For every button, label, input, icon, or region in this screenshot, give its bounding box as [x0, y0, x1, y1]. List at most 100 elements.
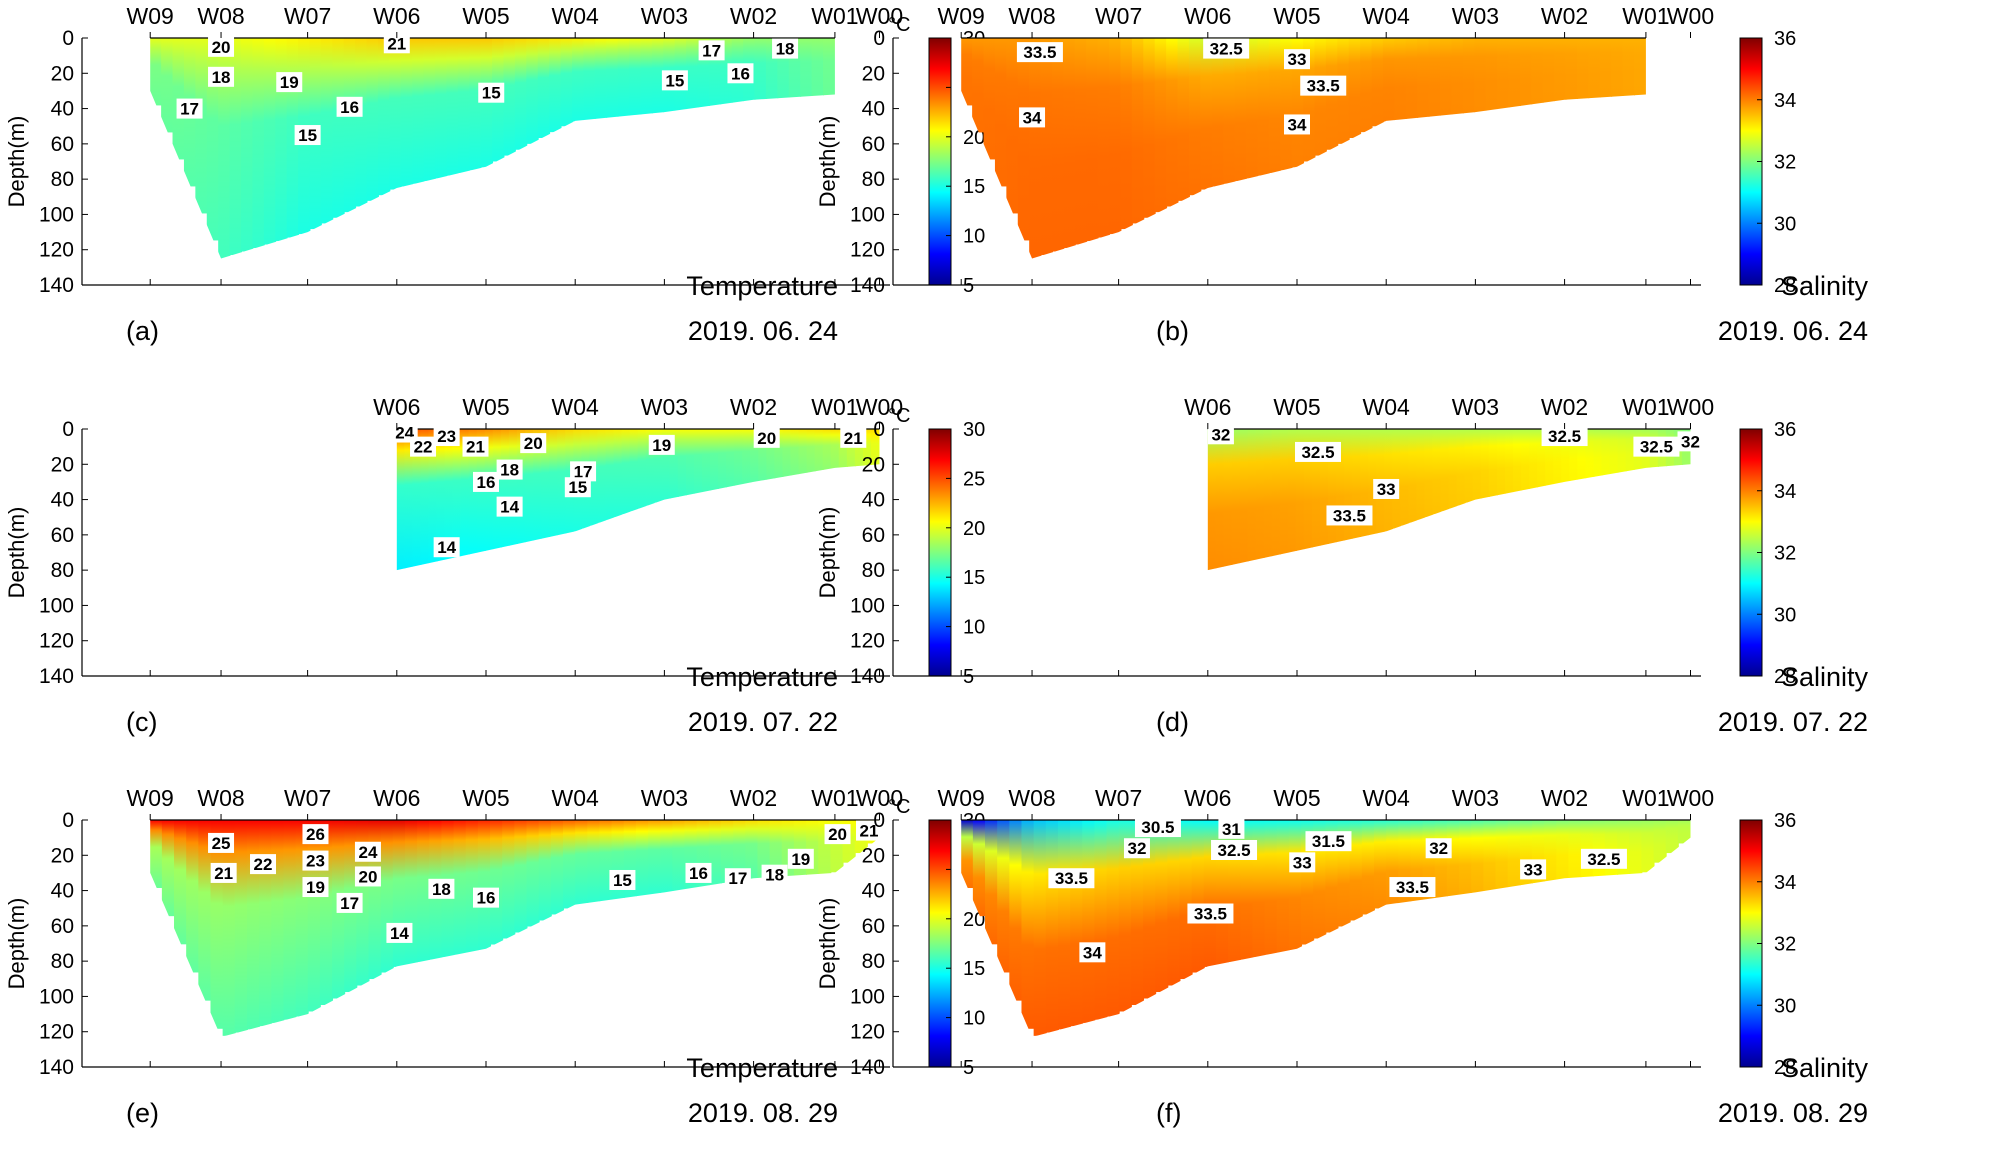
- y-tick-label: 60: [862, 133, 885, 156]
- svg-text:32.5: 32.5: [1301, 443, 1334, 462]
- contour-label: 23: [433, 426, 460, 447]
- contour-label: 33.5: [1016, 42, 1063, 63]
- station-label: W02: [730, 785, 777, 811]
- panel-d: 32 32.5 32.5 32.5 32 33 33.5 0 20 40 60 80 100 120 14…: [815, 394, 1868, 737]
- station-label: W04: [1363, 3, 1411, 29]
- station-label: W04: [1363, 785, 1411, 811]
- y-tick-label: 140: [39, 1056, 74, 1079]
- station-label: W03: [1452, 394, 1499, 420]
- y-tick-label: 100: [850, 203, 885, 226]
- y-tick-label: 20: [51, 62, 74, 85]
- colorbar-tick-label: 30: [963, 419, 985, 441]
- panel-e-date-label: 2019. 08. 29: [688, 1098, 838, 1128]
- y-tick-label: 20: [862, 844, 885, 867]
- svg-text:20: 20: [358, 867, 377, 886]
- svg-text:30.5: 30.5: [1141, 818, 1174, 837]
- contour-label: 19: [276, 72, 303, 93]
- y-axis-label: Depth(m): [815, 116, 840, 208]
- station-label: W02: [1541, 394, 1588, 420]
- svg-text:14: 14: [500, 498, 519, 517]
- contour-label: 17: [336, 892, 363, 913]
- panel-d-field: [1207, 428, 1691, 571]
- svg-text:26: 26: [306, 825, 325, 844]
- panel-d-axes: 0 20 40 60 80 100 120 140 Depth(m) W06 W05 W04 W03 W0…: [815, 394, 1796, 688]
- station-label: W06: [373, 785, 420, 811]
- contour-label: 24: [354, 841, 381, 862]
- contour-label: 34: [1079, 942, 1106, 963]
- y-tick-label: 40: [862, 98, 885, 121]
- station-label: W08: [1008, 3, 1055, 29]
- panel-e-colorbar-unit: °C: [888, 796, 910, 818]
- panel-b-axes: 0 20 40 60 80 100 120 140 Depth(m) W09 W08 W07 W06 W0…: [815, 3, 1796, 297]
- colorbar-tick-label: 28: [1774, 666, 1796, 688]
- contour-label: 33.5: [1389, 877, 1436, 898]
- y-tick-label: 80: [51, 950, 74, 973]
- contour-label: 18: [761, 864, 788, 885]
- panel-a-variable-label: Temperature: [686, 271, 838, 301]
- station-label: W08: [1008, 785, 1055, 811]
- colorbar-tick-label: 10: [963, 1008, 985, 1030]
- y-axis-label: Depth(m): [815, 507, 840, 599]
- y-tick-label: 100: [39, 203, 74, 226]
- svg-text:17: 17: [702, 41, 721, 60]
- svg-text:15: 15: [665, 71, 684, 90]
- contour-label: 22: [250, 854, 277, 875]
- station-label: W03: [641, 785, 688, 811]
- svg-text:33.5: 33.5: [1023, 43, 1056, 62]
- panel-c-variable-label: Temperature: [686, 662, 838, 692]
- colorbar-tick-label: 32: [1774, 543, 1796, 565]
- svg-text:33: 33: [1524, 860, 1543, 879]
- station-label: W05: [462, 3, 509, 29]
- svg-text:25: 25: [212, 834, 231, 853]
- colorbar-tick-label: 34: [1774, 481, 1796, 503]
- colorbar-tick-label: 36: [1774, 419, 1796, 441]
- station-label: W04: [1363, 394, 1411, 420]
- panel-a-field: [150, 37, 835, 259]
- contour-label: 32: [1207, 424, 1234, 445]
- panel-d-contour-labels: 32 32.5 32.5 32.5 32 33 33.5: [1207, 424, 1704, 526]
- svg-text:32: 32: [1211, 425, 1230, 444]
- station-label: W07: [284, 3, 331, 29]
- panel-e-field: [150, 819, 880, 1036]
- colorbar-tick-label: 32: [1774, 934, 1796, 956]
- contour-label: 23: [302, 850, 329, 871]
- station-label: W09: [938, 785, 985, 811]
- colorbar-tick-label: 34: [1774, 872, 1796, 894]
- panel-b-field: [961, 37, 1646, 259]
- station-label: W02: [730, 3, 777, 29]
- panel-f-panel-tag: (f): [1156, 1098, 1181, 1128]
- contour-label: 15: [609, 869, 636, 890]
- contour-label: 33.5: [1187, 903, 1234, 924]
- contour-label: 17: [176, 98, 203, 119]
- colorbar-tick-label: 20: [963, 518, 985, 540]
- y-tick-label: 40: [51, 880, 74, 903]
- panel-e: 25 26 24 22 23 21 20 19 18 17 16 15 16 17 18 19 20 21 14 0…: [4, 785, 985, 1128]
- contour-label: 17: [570, 461, 597, 482]
- y-tick-label: 60: [862, 524, 885, 547]
- contour-label: 21: [856, 820, 883, 841]
- y-tick-label: 40: [862, 489, 885, 512]
- svg-text:20: 20: [828, 825, 847, 844]
- station-label: W06: [1184, 785, 1231, 811]
- svg-text:17: 17: [340, 894, 359, 913]
- contour-label: 32.5: [1580, 848, 1627, 869]
- colorbar: [928, 428, 952, 677]
- station-label: W04: [552, 785, 600, 811]
- contour-label: 32: [1677, 431, 1704, 452]
- contour-label: 32: [1425, 838, 1452, 859]
- panel-a-contour-labels: 20 21 17 18 18 19 17 16 15 15 16 15: [176, 33, 799, 145]
- colorbar-tick-label: 28: [1774, 1057, 1796, 1079]
- contour-label: 20: [354, 866, 381, 887]
- panel-b-date-label: 2019. 06. 24: [1718, 316, 1868, 346]
- contour-label: 22: [410, 436, 437, 457]
- station-label: W04: [552, 3, 600, 29]
- contour-label: 32: [1123, 838, 1150, 859]
- contour-label: 33.5: [1048, 868, 1095, 889]
- y-tick-label: 60: [862, 915, 885, 938]
- svg-text:22: 22: [414, 438, 433, 457]
- svg-text:33.5: 33.5: [1396, 878, 1429, 897]
- y-tick-label: 140: [850, 1056, 885, 1079]
- y-tick-label: 60: [51, 524, 74, 547]
- panel-d-date-label: 2019. 07. 22: [1718, 707, 1868, 737]
